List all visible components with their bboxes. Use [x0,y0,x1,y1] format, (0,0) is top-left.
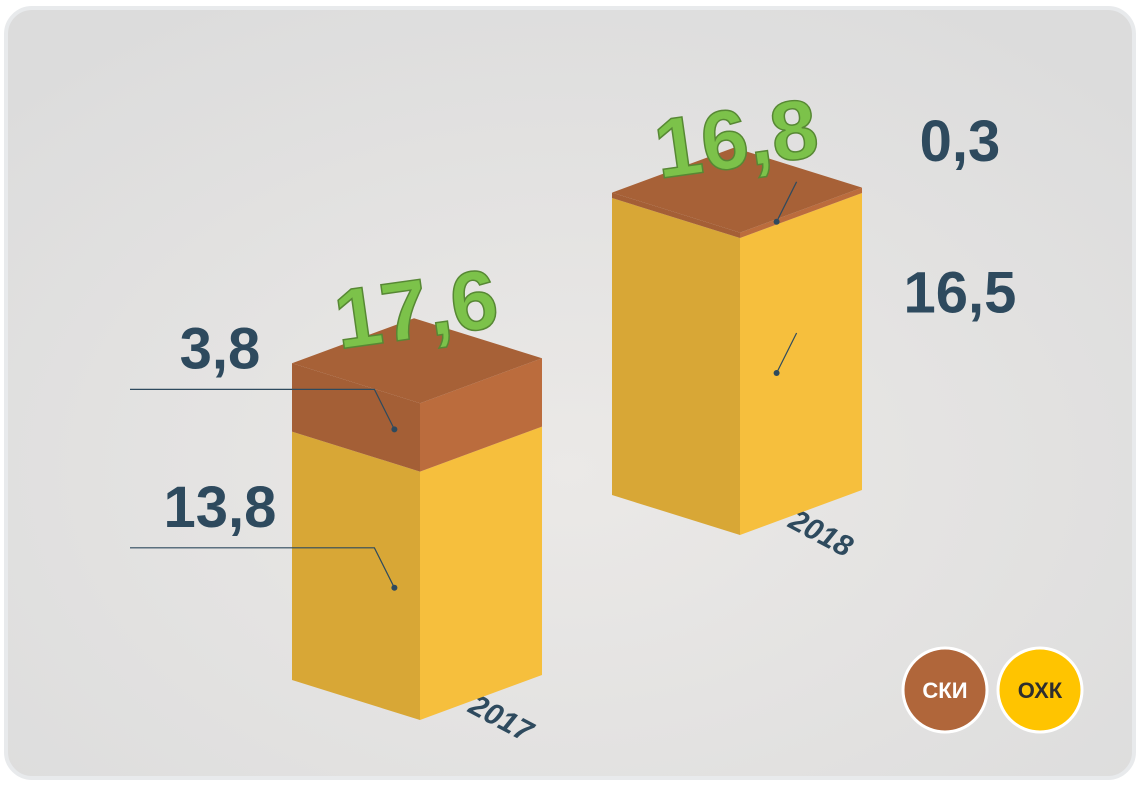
leader-dot [391,426,397,432]
value-label: 3,8 [180,317,261,382]
leader-dot [774,219,780,225]
leader-dot [391,585,397,591]
bar-right-face [740,193,862,535]
legend-label: ОХК [1018,678,1063,703]
chart: 201713,83,817,6201816,50,316,8ОХКСКИ [0,0,1140,785]
bar-left-face [292,432,420,720]
value-label: 0,3 [920,109,1001,174]
bar-right-face [420,427,542,720]
leader-dot [774,370,780,376]
bar-segment [612,193,862,535]
legend-label: СКИ [922,678,967,703]
value-label: 16,5 [904,260,1017,325]
value-label: 13,8 [164,475,277,540]
bar-left-face [612,198,740,535]
